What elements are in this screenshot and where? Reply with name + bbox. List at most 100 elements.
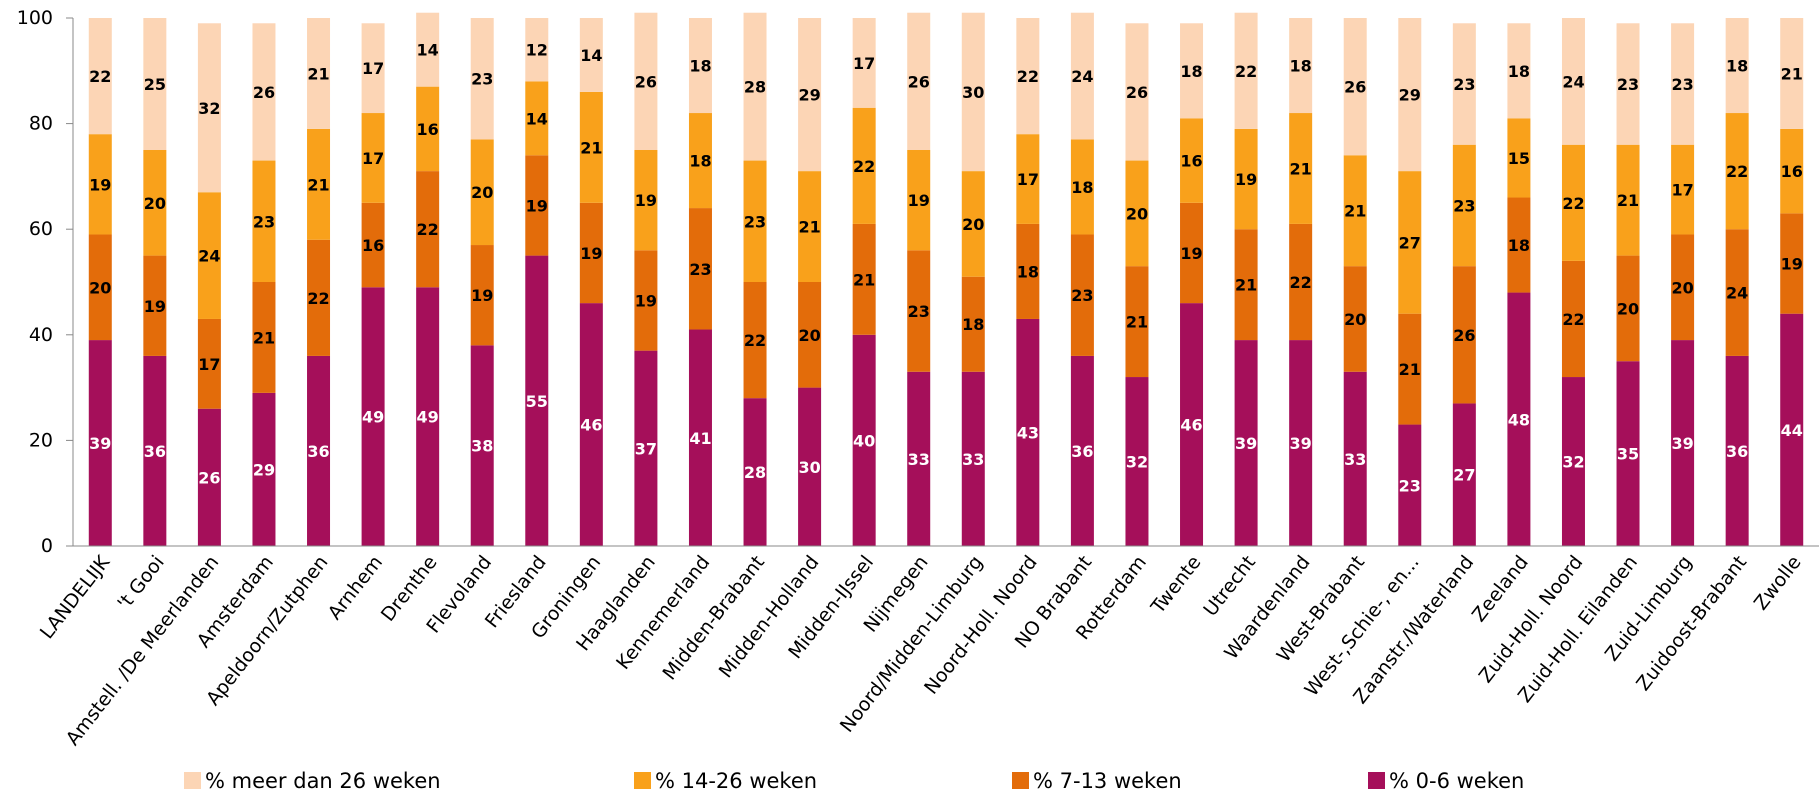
bar-segment (1507, 118, 1531, 198)
legend-swatch (184, 772, 201, 789)
data-label: 23 (744, 212, 766, 231)
bar-segment (907, 12, 931, 150)
legend-swatch (1012, 772, 1029, 789)
data-label: 20 (1126, 204, 1148, 223)
data-label: 19 (471, 286, 493, 305)
data-label: 38 (471, 437, 493, 456)
data-label: 32 (1126, 453, 1148, 472)
bar-segment (1616, 255, 1640, 362)
bar-segment (1070, 234, 1094, 356)
bar-segment (1398, 171, 1422, 314)
bar-segment (1234, 340, 1258, 546)
bar-segment (688, 18, 712, 114)
data-label: 36 (1071, 442, 1093, 461)
data-label: 16 (1781, 162, 1803, 181)
data-label: 17 (362, 149, 384, 168)
data-label: 35 (1617, 445, 1639, 464)
data-label: 24 (1562, 72, 1584, 91)
data-label: 19 (89, 175, 111, 194)
data-label: 19 (144, 297, 166, 316)
bar-segment (1016, 318, 1040, 546)
bar-segment (88, 340, 112, 546)
bar-segment (1343, 266, 1367, 372)
data-label: 17 (1017, 170, 1039, 189)
bar-segment (1725, 355, 1749, 546)
data-label: 17 (198, 355, 220, 374)
bar-segment (1561, 377, 1585, 546)
bar-segment (688, 113, 712, 209)
bar-segment (1234, 12, 1258, 129)
data-label: 17 (362, 59, 384, 78)
data-label: 19 (635, 191, 657, 210)
bar-segment (470, 345, 494, 546)
data-label: 48 (1508, 410, 1530, 429)
bar-segment (1070, 355, 1094, 546)
bar-segment (579, 91, 603, 203)
data-label: 20 (144, 194, 166, 213)
data-label: 23 (471, 70, 493, 89)
bar-segment (1671, 340, 1695, 546)
bar-segment (1452, 266, 1476, 404)
bar-segment (743, 160, 767, 282)
data-label: 21 (580, 138, 602, 157)
bar-segment (1125, 23, 1149, 161)
legend-swatch (634, 772, 651, 789)
category-label: LANDELIJK (36, 551, 115, 643)
bar-segment (416, 86, 440, 172)
bar-segment (1070, 12, 1094, 140)
legend-swatch (1368, 772, 1385, 789)
bar-segment (197, 408, 221, 546)
bar-segment (579, 18, 603, 92)
data-label: 18 (1180, 62, 1202, 81)
bar-segment (197, 192, 221, 319)
data-label: 21 (1781, 64, 1803, 83)
data-label: 22 (89, 67, 111, 86)
bar-segment (1343, 371, 1367, 546)
bar-segment (798, 18, 822, 172)
bar-segment (961, 12, 985, 172)
bar-segment (1180, 303, 1204, 546)
data-label: 21 (1399, 360, 1421, 379)
bar-segment (143, 18, 167, 150)
y-tick-label: 60 (29, 218, 53, 240)
bar-segment (1671, 23, 1695, 145)
bar-segment (1780, 18, 1804, 129)
bar-segment (1780, 313, 1804, 546)
bar-segment (525, 255, 549, 546)
data-label: 32 (1562, 453, 1584, 472)
bar-segment (416, 12, 440, 87)
data-label: 41 (689, 429, 711, 448)
data-labels: 39 20 19 22 36 19 20 25 26 17 24 32 29 21 23 26 36 22 21 21… (89, 41, 1803, 496)
data-label: 26 (1453, 326, 1475, 345)
bar-segment (852, 223, 876, 335)
bar-segment (1125, 160, 1149, 267)
data-label: 40 (853, 431, 875, 450)
bar-segment (197, 23, 221, 193)
legend: % meer dan 26 weken % 14-26 weken % 7-13 w… (184, 769, 1524, 793)
bar-segment (634, 250, 658, 351)
legend-label: % 14-26 weken (655, 769, 817, 793)
data-label: 29 (798, 86, 820, 105)
data-label: 20 (471, 183, 493, 202)
bar-segment (361, 287, 385, 546)
bar-segment (88, 234, 112, 341)
bar-segment (798, 282, 822, 388)
bar-segment (1507, 23, 1531, 119)
bar-segment (416, 171, 440, 288)
data-label: 22 (1726, 162, 1748, 181)
bar-segment (525, 18, 549, 82)
data-label: 46 (580, 416, 602, 435)
data-label: 14 (417, 41, 439, 60)
data-label: 28 (744, 78, 766, 97)
y-tick-label: 40 (29, 324, 53, 346)
data-label: 27 (1399, 233, 1421, 252)
data-label: 18 (689, 152, 711, 171)
data-label: 23 (908, 302, 930, 321)
data-label: 22 (1562, 310, 1584, 329)
data-label: 26 (1344, 78, 1366, 97)
data-label: 21 (307, 64, 329, 83)
data-label: 20 (798, 326, 820, 345)
bar-segment (1452, 144, 1476, 267)
legend-label: % 7-13 weken (1033, 769, 1182, 793)
bar-segment (1180, 118, 1204, 203)
